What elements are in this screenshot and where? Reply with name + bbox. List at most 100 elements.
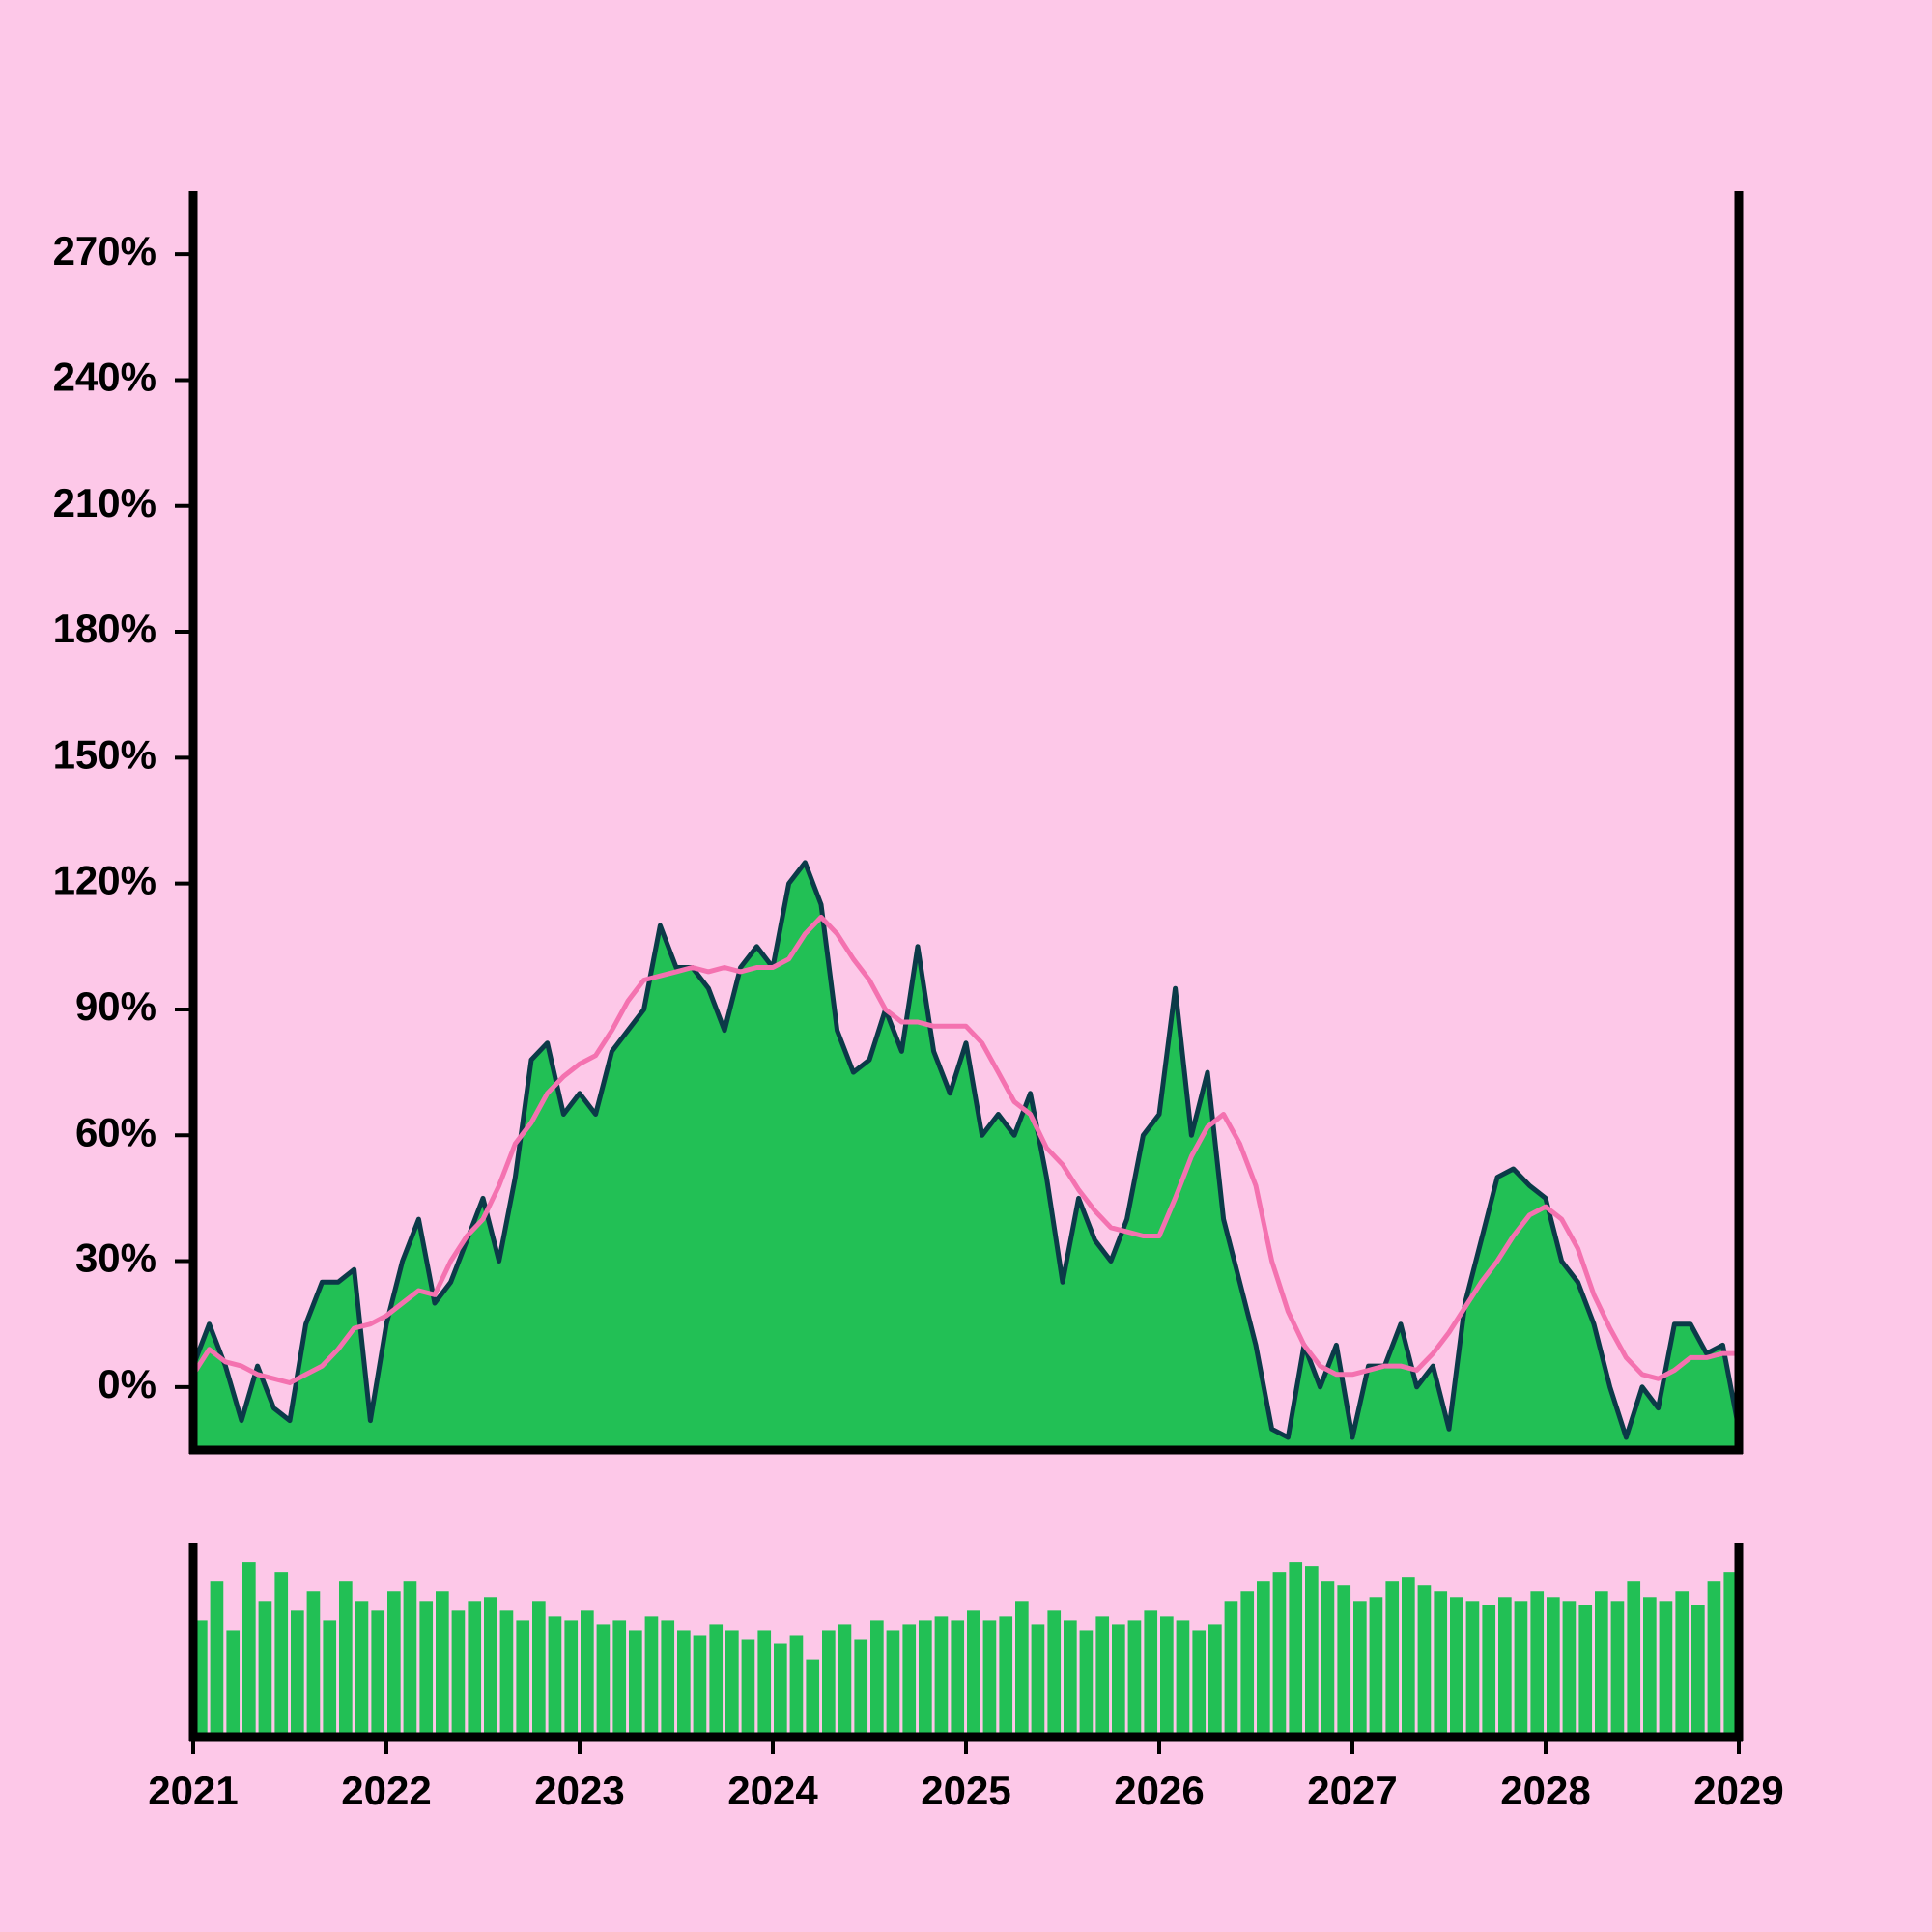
volume-bar	[1659, 1601, 1673, 1737]
volume-bar	[1079, 1630, 1094, 1737]
x-tick-label: 2021	[148, 1768, 238, 1813]
volume-bar	[1127, 1620, 1142, 1737]
volume-bar	[339, 1581, 353, 1737]
volume-bar	[499, 1610, 514, 1737]
volume-bar	[419, 1601, 434, 1737]
volume-bar	[596, 1624, 611, 1737]
volume-bar	[1562, 1601, 1577, 1737]
volume-bar	[967, 1610, 980, 1737]
x-tick-label: 2027	[1307, 1768, 1397, 1813]
volume-bar	[951, 1620, 965, 1737]
volume-bar	[210, 1581, 224, 1737]
volume-bar	[1498, 1597, 1512, 1737]
volume-bar	[934, 1616, 949, 1737]
volume-bar	[902, 1624, 917, 1737]
volume-bar	[564, 1620, 579, 1737]
volume-bar	[403, 1581, 417, 1737]
volume-bar	[355, 1601, 369, 1737]
volume-bar	[1595, 1591, 1608, 1737]
x-tick-label: 2026	[1114, 1768, 1204, 1813]
volume-bar	[661, 1620, 675, 1737]
y-tick-label: 90%	[75, 983, 156, 1029]
volume-bar	[709, 1624, 724, 1737]
volume-bar	[1047, 1610, 1062, 1737]
volume-bar	[1434, 1591, 1448, 1737]
volume-bar	[1240, 1591, 1255, 1737]
volume-bar	[242, 1562, 256, 1737]
volume-bar	[1547, 1597, 1560, 1737]
volume-bar	[1675, 1591, 1690, 1737]
volume-bar	[306, 1591, 321, 1737]
volume-bar	[1031, 1624, 1045, 1737]
volume-bar	[1015, 1601, 1029, 1737]
volume-bar	[1224, 1601, 1238, 1737]
volume-bar	[548, 1616, 562, 1737]
volume-bar	[1272, 1572, 1287, 1737]
volume-bar	[789, 1635, 804, 1737]
volume-bar	[1514, 1601, 1528, 1737]
volume-bar	[1112, 1624, 1125, 1737]
y-tick-label: 120%	[53, 858, 156, 903]
volume-bar	[516, 1620, 530, 1737]
y-tick-label: 270%	[53, 228, 156, 273]
volume-bar	[1707, 1581, 1721, 1737]
volume-bar	[1192, 1630, 1207, 1737]
volume-bar	[612, 1620, 627, 1737]
volume-bar	[677, 1630, 691, 1737]
volume-bar	[1385, 1581, 1400, 1737]
volume-bar	[291, 1610, 304, 1737]
volume-bar	[774, 1643, 787, 1737]
volume-bar	[1482, 1605, 1496, 1737]
volume-bar	[757, 1630, 772, 1737]
volume-bar	[1369, 1597, 1383, 1737]
area-edge	[193, 860, 1739, 1440]
volume-bar	[581, 1610, 594, 1737]
x-tick-label: 2025	[921, 1768, 1010, 1813]
volume-bar	[806, 1659, 820, 1737]
volume-bar	[644, 1616, 659, 1737]
volume-bar	[1627, 1581, 1641, 1737]
x-tick-label: 2023	[534, 1768, 624, 1813]
volume-bar	[886, 1630, 900, 1737]
volume-plot	[194, 1562, 1738, 1737]
volume-bar	[1723, 1572, 1738, 1737]
y-tick-label: 0%	[98, 1361, 156, 1406]
volume-bar	[982, 1620, 997, 1737]
volume-bar	[854, 1639, 868, 1737]
y-tick-label: 60%	[75, 1109, 156, 1154]
volume-bar	[1305, 1566, 1319, 1737]
volume-bar	[1578, 1605, 1593, 1737]
moving-average-line	[193, 914, 1739, 1385]
y-tick-label: 240%	[53, 355, 156, 400]
volume-bar	[1289, 1562, 1303, 1737]
volume-bar	[1095, 1616, 1110, 1737]
volume-bar	[1064, 1620, 1077, 1737]
volume-bar	[1144, 1610, 1158, 1737]
volume-bar	[1450, 1597, 1463, 1737]
y-tick-label: 210%	[53, 480, 156, 526]
volume-bar	[1465, 1601, 1480, 1737]
x-tick-label: 2024	[727, 1768, 818, 1813]
volume-bar	[1610, 1601, 1625, 1737]
main-plot	[193, 860, 1739, 1450]
volume-bar	[226, 1630, 241, 1737]
x-tick-label: 2029	[1693, 1768, 1783, 1813]
volume-bar	[387, 1591, 401, 1737]
volume-bar	[1176, 1620, 1190, 1737]
volume-bar	[484, 1597, 497, 1737]
volume-bar	[436, 1591, 449, 1737]
x-tick-label: 2022	[341, 1768, 431, 1813]
volume-bar	[1691, 1605, 1705, 1737]
x-tick-label: 2028	[1500, 1768, 1590, 1813]
area	[193, 862, 1739, 1450]
volume-bar	[999, 1616, 1013, 1737]
volume-bar	[468, 1601, 482, 1737]
volume-bar	[1643, 1597, 1657, 1737]
axes: 0% 30% 60% 90% 120% 150% 180% 210% 240% 270% 2021 2…	[53, 191, 1784, 1813]
volume-bar	[822, 1630, 836, 1737]
volume-bar	[323, 1620, 337, 1737]
volume-bar	[1530, 1591, 1545, 1737]
volume-bar	[274, 1572, 289, 1737]
